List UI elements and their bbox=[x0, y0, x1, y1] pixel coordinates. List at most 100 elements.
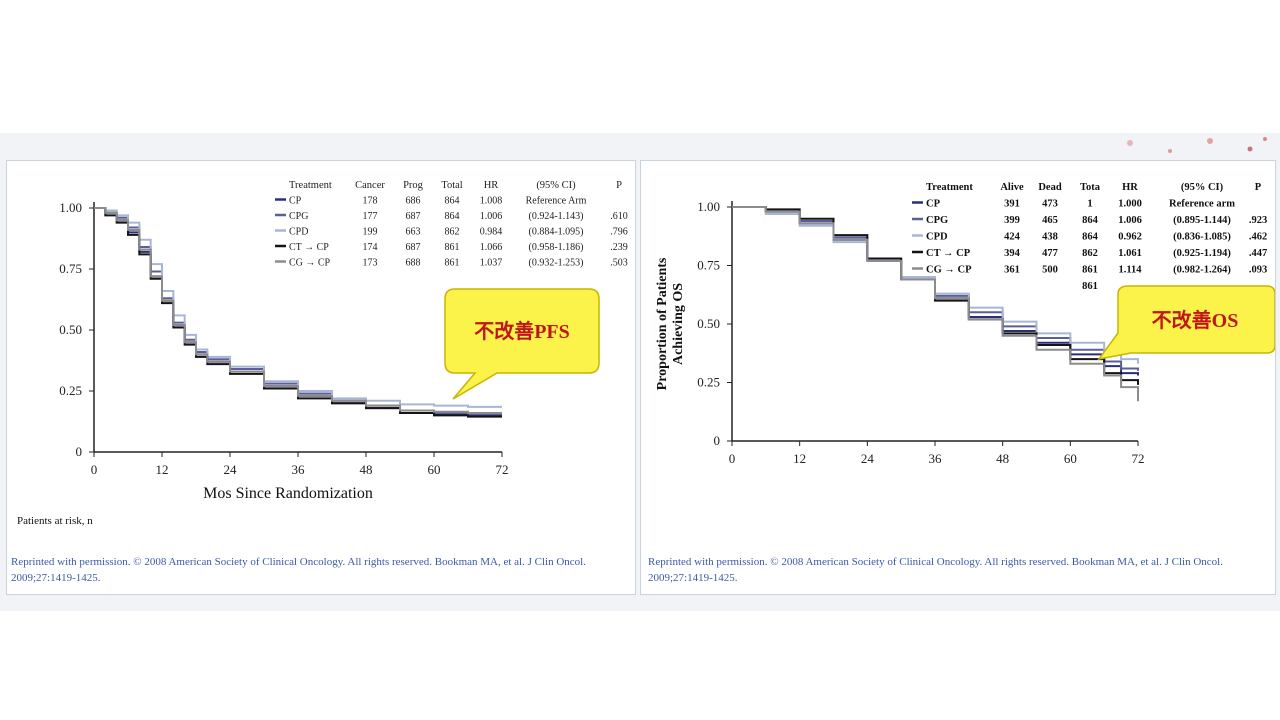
patients-at-risk-label: Patients at risk, n bbox=[17, 515, 93, 527]
left-table-cell: 1.037 bbox=[480, 258, 503, 269]
left-x-axis-label: Mos Since Randomization bbox=[203, 485, 373, 502]
left-table-cell: 687 bbox=[406, 242, 421, 253]
right-series-cpd bbox=[732, 206, 1139, 364]
right-table-cell: 477 bbox=[1042, 248, 1058, 259]
right-table-cell: .093 bbox=[1249, 265, 1267, 276]
os-callout-text: 不改善OS bbox=[1152, 308, 1239, 332]
right-table-cell: 361 bbox=[1004, 265, 1020, 276]
left-series-ctcp bbox=[94, 207, 502, 418]
right-table-cell: 862 bbox=[1082, 248, 1098, 259]
right-table-header: Tota bbox=[1080, 182, 1101, 193]
left-x-tick-label: 24 bbox=[224, 462, 238, 477]
left-table-cell: (0.958-1.186) bbox=[529, 242, 584, 253]
left-x-tick-label: 36 bbox=[292, 462, 306, 477]
right-table-cell: 438 bbox=[1042, 232, 1058, 243]
right-table-header: HR bbox=[1122, 182, 1138, 193]
left-table-header: P bbox=[616, 180, 622, 191]
left-table-cell: CP bbox=[289, 196, 302, 207]
right-table-cell: Reference arm bbox=[1169, 199, 1235, 210]
right-x-tick-label: 36 bbox=[929, 451, 943, 466]
left-table-cell: 1.006 bbox=[480, 211, 503, 222]
credit-right: Reprinted with permission. © 2008 Americ… bbox=[648, 556, 1223, 584]
right-table-cell: 1.006 bbox=[1118, 215, 1142, 226]
pfs-callout: 不改善PFS bbox=[444, 288, 600, 400]
left-table-cell: CT → CP bbox=[289, 242, 329, 253]
left-table-header: Prog bbox=[403, 180, 424, 191]
left-table-cell: Reference Arm bbox=[526, 196, 587, 207]
right-x-tick-label: 0 bbox=[729, 451, 736, 466]
right-table-cell: .462 bbox=[1249, 232, 1267, 243]
left-table-cell: 663 bbox=[406, 227, 421, 238]
right-table-header: P bbox=[1255, 182, 1262, 193]
left-x-tick-label: 60 bbox=[428, 462, 441, 477]
right-series-cgcp bbox=[732, 206, 1139, 402]
left-table-cell: (0.924-1.143) bbox=[529, 211, 584, 222]
left-table-cell: 687 bbox=[406, 211, 421, 222]
left-table-cell: CPG bbox=[289, 211, 308, 222]
right-table-cell: .447 bbox=[1249, 248, 1267, 259]
right-x-tick-label: 24 bbox=[861, 451, 875, 466]
left-table-cell: .503 bbox=[610, 258, 628, 269]
right-table-cell: CPD bbox=[926, 232, 948, 243]
left-table-cell: 864 bbox=[445, 196, 460, 207]
left-x-tick-label: 72 bbox=[496, 462, 509, 477]
left-table-cell: (0.884-1.095) bbox=[529, 227, 584, 238]
right-table-cell: (0.982-1.264) bbox=[1173, 265, 1231, 276]
left-table-cell: 0.984 bbox=[480, 227, 503, 238]
left-x-tick-label: 0 bbox=[91, 462, 98, 477]
pfs-callout-text: 不改善PFS bbox=[474, 319, 570, 343]
right-table-cell: (0.895-1.144) bbox=[1173, 215, 1231, 226]
left-table-cell: 688 bbox=[406, 258, 421, 269]
right-table-cell: CG → CP bbox=[926, 265, 972, 276]
right-y-tick-label: 0 bbox=[714, 433, 721, 448]
left-table-cell: .239 bbox=[610, 242, 628, 253]
left-y-tick-label: 0.50 bbox=[59, 322, 82, 337]
left-x-tick-label: 48 bbox=[360, 462, 373, 477]
left-table-header: HR bbox=[484, 180, 499, 191]
right-table-cell: 399 bbox=[1004, 215, 1020, 226]
right-table-cell: 473 bbox=[1042, 199, 1058, 210]
right-table-cell: 391 bbox=[1004, 199, 1020, 210]
right-x-tick-label: 60 bbox=[1064, 451, 1077, 466]
left-table-cell: 177 bbox=[363, 211, 378, 222]
left-table-cell: 1.066 bbox=[480, 242, 503, 253]
right-table-cell: 1 bbox=[1087, 199, 1092, 210]
os-chart-svg: 0 12 24 36 48 60 72 0 0.25 0.50 0.75 1.00 Proportion… bbox=[655, 182, 1276, 466]
right-table-header: Alive bbox=[1000, 182, 1024, 193]
left-table-cell: .796 bbox=[610, 227, 628, 238]
right-table-cell: 465 bbox=[1042, 215, 1058, 226]
right-x-tick-label: 12 bbox=[793, 451, 806, 466]
right-y-axis-label-line1: Proportion of Patients bbox=[655, 257, 670, 390]
left-table-cell: 173 bbox=[363, 258, 378, 269]
left-table-header: (95% CI) bbox=[536, 180, 576, 191]
left-series-cgcp bbox=[94, 207, 502, 414]
right-y-tick-label: 1.00 bbox=[697, 199, 720, 214]
left-table-cell: 199 bbox=[363, 227, 378, 238]
right-table-header: (95% CI) bbox=[1181, 182, 1224, 193]
right-x-tick-label: 72 bbox=[1132, 451, 1145, 466]
left-table-cell: 861 bbox=[445, 242, 460, 253]
left-table-cell: 174 bbox=[363, 242, 378, 253]
right-table-cell: CPG bbox=[926, 215, 948, 226]
left-table-cell: .610 bbox=[610, 211, 628, 222]
left-table-cell: 861 bbox=[445, 258, 460, 269]
right-table-header: Treatment bbox=[926, 182, 973, 193]
left-table-cell: (0.932-1.253) bbox=[529, 258, 584, 269]
os-chart-panel: 0 12 24 36 48 60 72 0 0.25 0.50 0.75 1.00 Proportion… bbox=[640, 160, 1276, 595]
pfs-chart-panel: 0 12 24 36 48 60 72 0 0.25 0.50 0.75 1.00 Mos Since … bbox=[6, 160, 636, 595]
right-table-cell: 1.061 bbox=[1118, 248, 1142, 259]
left-table-header: Cancer bbox=[355, 180, 385, 191]
right-table-cell: 1.114 bbox=[1118, 265, 1142, 276]
left-table-cell: 864 bbox=[445, 211, 460, 222]
left-table-header: Total bbox=[441, 180, 463, 191]
right-y-axis-label-line2: Achieving OS bbox=[671, 283, 686, 365]
right-table-cell: CT → CP bbox=[926, 248, 971, 259]
right-y-axis-label: Proportion of Patients Achieving OS bbox=[655, 257, 686, 390]
right-x-tick-label: 48 bbox=[996, 451, 1009, 466]
left-table-cell: 686 bbox=[406, 196, 421, 207]
left-table-header: Treatment bbox=[289, 180, 332, 191]
left-y-tick-label: 0.75 bbox=[59, 261, 82, 276]
right-y-tick-label: 0.50 bbox=[697, 316, 720, 331]
right-table-cell: 0.962 bbox=[1118, 232, 1142, 243]
right-table-cell: 1.000 bbox=[1118, 199, 1142, 210]
